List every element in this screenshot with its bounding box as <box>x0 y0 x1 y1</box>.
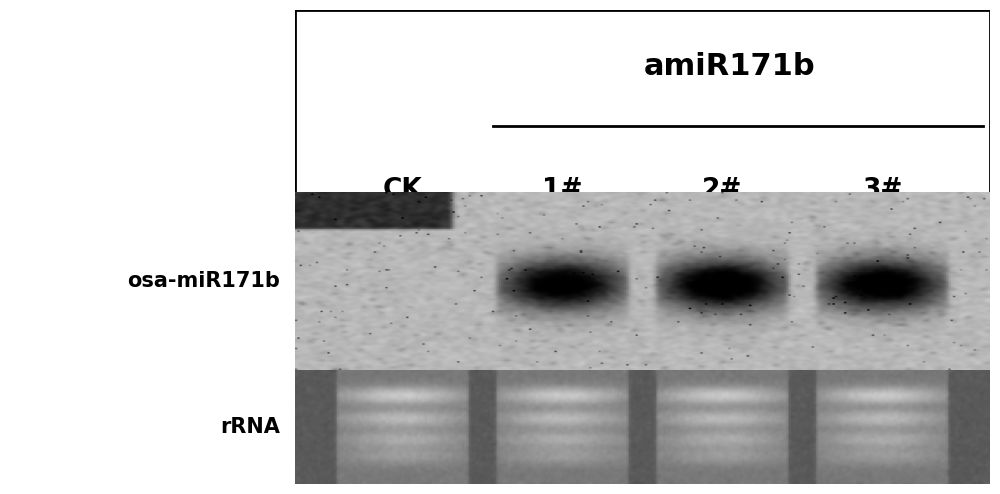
Text: 1#: 1# <box>542 177 583 203</box>
Text: CK: CK <box>383 177 423 203</box>
Text: osa-miR171b: osa-miR171b <box>127 271 280 291</box>
Text: amiR171b: amiR171b <box>644 52 815 82</box>
Text: 2#: 2# <box>702 177 743 203</box>
Text: rRNA: rRNA <box>220 417 280 437</box>
Text: 3#: 3# <box>862 177 902 203</box>
